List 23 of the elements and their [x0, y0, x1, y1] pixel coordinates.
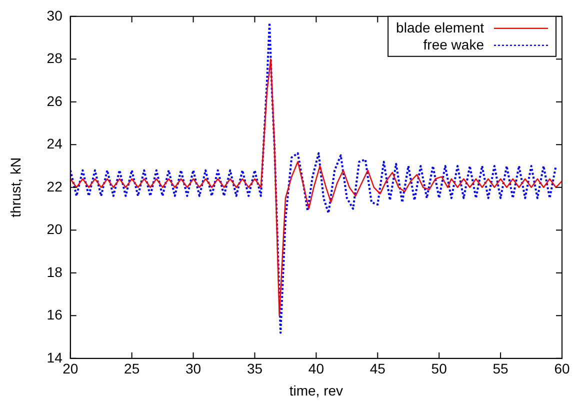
y-tick-label: 30 [46, 7, 63, 24]
x-tick-label: 50 [431, 360, 448, 377]
y-axis-title: thrust, kN [7, 157, 24, 218]
line-series [70, 22, 557, 334]
x-tick-label: 45 [370, 360, 386, 377]
legend-label: blade element [396, 19, 484, 36]
x-tick-label: 60 [554, 360, 570, 377]
y-tick-label: 26 [46, 92, 63, 109]
x-tick-label: 20 [62, 360, 78, 377]
y-tick-label: 14 [46, 349, 63, 366]
x-tick-label: 40 [308, 360, 324, 377]
y-tick-label: 18 [46, 264, 63, 280]
y-tick-label: 22 [46, 178, 63, 194]
legend-label: free wake [423, 36, 484, 52]
y-tick-label: 20 [46, 221, 63, 238]
x-tick-label: 30 [185, 360, 202, 377]
y-tick-label: 28 [46, 50, 63, 66]
y-tick-label: 16 [46, 306, 63, 323]
y-tick-label: 24 [46, 136, 63, 152]
x-tick-label: 35 [246, 360, 263, 377]
x-tick-label: 55 [492, 360, 509, 377]
x-tick-label: 25 [124, 360, 140, 377]
x-axis-title: time, rev [289, 382, 344, 398]
